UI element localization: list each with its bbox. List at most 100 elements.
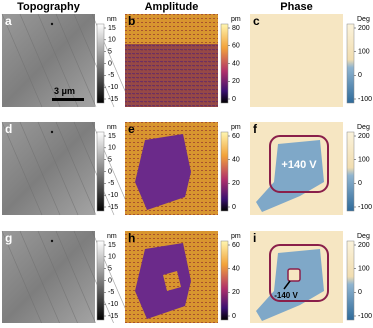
colorbar-tick-label: 0 (232, 96, 236, 103)
column-header: Phase (280, 1, 312, 13)
colorbar (220, 131, 229, 212)
terrace-line (73, 121, 115, 216)
colorbar-tick-label: -5 (108, 72, 114, 79)
amplitude-domain (135, 243, 191, 319)
colorbar (346, 240, 355, 321)
colorbar-tick-label: 20 (232, 289, 240, 296)
defect (50, 239, 54, 243)
terrace-line (1, 230, 43, 325)
image-panel: -140 V (250, 231, 343, 324)
colorbar-tick-label: -5 (108, 180, 114, 187)
colorbar-tick-label: 100 (358, 157, 370, 164)
panel-letter: d (5, 122, 12, 136)
terrace-line (55, 121, 97, 216)
colorbar-tick-label: -15 (108, 204, 118, 211)
panel-letter: f (253, 122, 258, 136)
topography-image (2, 231, 95, 324)
colorbar-tick-label: 0 (358, 289, 362, 296)
colorbar (346, 23, 355, 104)
colorbar-tick-label: 20 (232, 78, 240, 85)
colorbar-tick-label: 0 (232, 313, 236, 320)
colorbar-tick-label: 15 (108, 242, 116, 249)
colorbar-tick-label: 0 (108, 277, 112, 284)
colorbar-tick-label: 100 (358, 49, 370, 56)
colorbar-tick-label: -5 (108, 289, 114, 296)
column-header: Topography (17, 1, 81, 13)
image-panel: +140 V (250, 122, 343, 215)
colorbar-unit: nm (107, 124, 117, 131)
arrow (283, 280, 291, 290)
colorbar-tick-label: 5 (108, 266, 112, 273)
colorbar-tick-label: -15 (108, 96, 118, 103)
colorbar-tick-label: 20 (232, 180, 240, 187)
panel-letter: e (128, 122, 135, 136)
image-panel (250, 14, 343, 107)
colorbar (96, 131, 105, 212)
panel-letter: a (5, 14, 12, 28)
terrace-line (73, 13, 115, 108)
amplitude-region (125, 44, 218, 107)
colorbar-tick-label: 10 (108, 145, 116, 152)
colorbar-tick-label: 0 (232, 204, 236, 211)
panel-letter: i (253, 231, 256, 245)
colorbar (346, 131, 355, 212)
terrace-line (37, 230, 79, 325)
inner-box (287, 268, 301, 282)
phase-image (250, 14, 343, 107)
topography-image (2, 14, 95, 107)
colorbar (96, 23, 105, 104)
colorbar-tick-label: 40 (232, 266, 240, 273)
poling-box (269, 244, 329, 302)
colorbar-tick-label: 15 (108, 133, 116, 140)
annotation: +140 V (281, 159, 317, 171)
scale-bar (52, 98, 84, 101)
terrace-line (55, 13, 97, 108)
colorbar-unit: Deg (357, 16, 370, 23)
poling-box (269, 135, 329, 193)
colorbar (220, 240, 229, 321)
inner-domain (163, 271, 181, 291)
scale-bar-label: 3 μm (54, 86, 75, 96)
colorbar-tick-label: 5 (108, 49, 112, 56)
terrace-line (19, 121, 61, 216)
colorbar-tick-label: 60 (232, 242, 240, 249)
terrace-line (73, 230, 115, 325)
terrace-line (37, 13, 79, 108)
terrace-line (55, 230, 97, 325)
colorbar-tick-label: 200 (358, 133, 370, 140)
colorbar-tick-label: -10 (108, 192, 118, 199)
colorbar-tick-label: 100 (358, 266, 370, 273)
colorbar-tick-label: 10 (108, 37, 116, 44)
image-panel (125, 14, 218, 107)
colorbar-unit: pm (231, 233, 241, 240)
colorbar (220, 23, 229, 104)
colorbar-tick-label: -100 (358, 96, 372, 103)
terrace-line (19, 230, 61, 325)
annotation: -140 V (274, 291, 298, 300)
colorbar-tick-label: 0 (358, 180, 362, 187)
panel-letter: b (128, 14, 135, 28)
colorbar-tick-label: 200 (358, 25, 370, 32)
colorbar-tick-label: 0 (108, 60, 112, 67)
terrace-line (1, 13, 43, 108)
colorbar-tick-label: 80 (232, 25, 240, 32)
amplitude-domain (135, 134, 191, 210)
colorbar-tick-label: 60 (232, 43, 240, 50)
colorbar-tick-label: 0 (358, 72, 362, 79)
colorbar-tick-label: 15 (108, 25, 116, 32)
column-header: Amplitude (145, 1, 199, 13)
colorbar-tick-label: 200 (358, 242, 370, 249)
image-panel (1, 13, 133, 108)
defect (50, 130, 54, 134)
colorbar-unit: Deg (357, 233, 370, 240)
colorbar-tick-label: 5 (108, 157, 112, 164)
colorbar-unit: pm (231, 16, 241, 23)
panel-letter: c (253, 14, 260, 28)
terrace-line (1, 121, 43, 216)
terrace-line (37, 121, 79, 216)
colorbar-tick-label: -100 (358, 204, 372, 211)
terrace-line (19, 13, 61, 108)
phase-domain (256, 140, 324, 212)
colorbar-tick-label: -100 (358, 313, 372, 320)
